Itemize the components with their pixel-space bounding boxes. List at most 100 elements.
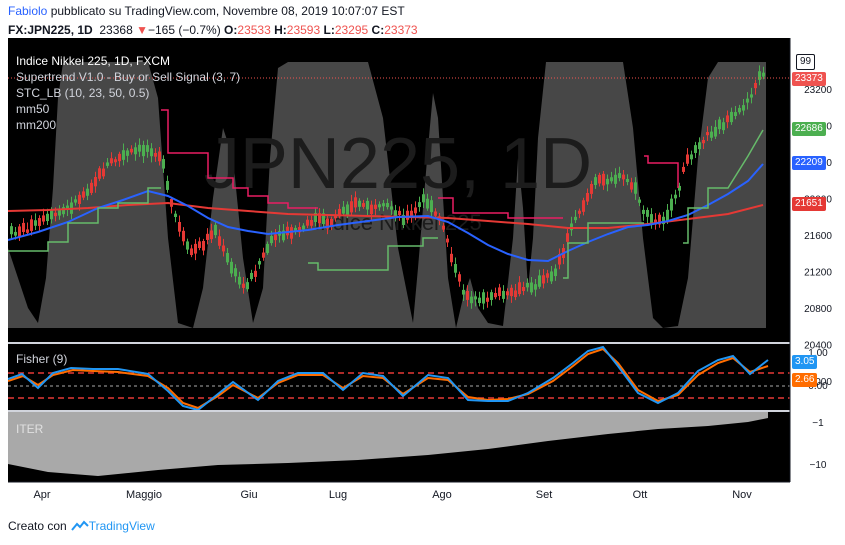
candle-body — [670, 198, 673, 211]
author-link[interactable]: Fabiolo — [8, 4, 48, 18]
candle-body — [382, 203, 385, 207]
candle-body — [210, 230, 213, 240]
candle-body — [38, 218, 41, 226]
symbol-header: FX:JPN225, 1D 23368 ▼−165 (−0.7%) O:2353… — [8, 23, 418, 37]
price-axis[interactable] — [790, 38, 838, 482]
candle-body — [54, 212, 57, 217]
candle-body — [742, 105, 745, 111]
candle-body — [126, 150, 129, 156]
candle-body — [118, 153, 121, 162]
high-value: 23593 — [286, 23, 321, 37]
candle-body — [602, 173, 605, 186]
candle-body — [518, 282, 521, 295]
candle-body — [18, 226, 21, 237]
candle-body — [374, 204, 377, 209]
candle-body — [74, 199, 77, 203]
candle-body — [34, 220, 37, 226]
time-tick-label: Nov — [732, 489, 752, 501]
candle-body — [354, 197, 357, 208]
candle-body — [678, 185, 681, 191]
candle-body — [234, 268, 237, 277]
candle-body — [182, 230, 185, 242]
legend-stc[interactable]: STC_LB (10, 23, 50, 0.5) — [16, 86, 150, 100]
candle-body — [654, 219, 657, 225]
pane-separator[interactable] — [8, 342, 790, 344]
supertrend-up-line — [8, 187, 161, 252]
tradingview-link[interactable]: TradingView — [70, 519, 155, 533]
legend-mm50[interactable]: mm50 — [16, 102, 50, 116]
candle-body — [78, 194, 81, 205]
candle-body — [102, 168, 105, 177]
time-tick-label: Set — [536, 489, 553, 501]
iter-tick-label: −10 — [810, 460, 827, 471]
pane-separator-2[interactable] — [8, 410, 790, 412]
supertrend-down-line-3 — [644, 155, 679, 188]
legend-supertrend[interactable]: Supertrend V1.0 - Buy or Sell Signal (3,… — [16, 70, 241, 84]
low-label: L: — [323, 23, 335, 37]
candle-body — [698, 142, 701, 150]
candle-body — [514, 290, 517, 298]
candle-body — [318, 213, 321, 224]
candle-body — [310, 219, 313, 226]
candle-body — [622, 174, 625, 180]
fisher-value-label: 3.05 — [792, 355, 818, 369]
candle-body — [706, 132, 709, 136]
chart-area[interactable]: JPN225, 1D Indice Nikkei 225 23200228002… — [8, 38, 838, 508]
candle-body — [690, 154, 693, 160]
candle-body — [158, 151, 161, 162]
price-tick-label: 20400 — [804, 341, 832, 352]
candle-body — [330, 219, 333, 227]
candle-body — [174, 213, 177, 217]
supertrend-up-line-3 — [563, 222, 644, 279]
candle-body — [346, 204, 349, 215]
candle-body — [22, 222, 25, 232]
candle-body — [62, 207, 65, 215]
tradingview-brand[interactable]: TradingView — [88, 519, 155, 533]
candle-body — [586, 192, 589, 202]
candle-body — [322, 213, 325, 225]
candle-body — [138, 144, 141, 152]
candle-body — [306, 219, 309, 226]
candle-body — [166, 180, 169, 190]
candle-body — [362, 203, 365, 207]
candle-body — [502, 290, 505, 299]
candle-body — [454, 264, 457, 273]
candle-body — [274, 234, 277, 241]
main-title[interactable]: Indice Nikkei 225, 1D, FXCM — [16, 54, 171, 68]
candle-body — [142, 144, 145, 157]
mm50-line — [8, 163, 764, 263]
candle-body — [282, 230, 285, 241]
candle-body — [186, 241, 189, 250]
footer: Creato con TradingView — [8, 519, 155, 533]
price-tick-label: 21600 — [804, 231, 832, 242]
open-label: O: — [224, 23, 238, 37]
price-tick-label: 23200 — [804, 85, 832, 96]
supertrend-up-line-2 — [308, 237, 438, 271]
candle-body — [458, 274, 461, 282]
candle-body — [410, 210, 413, 216]
candle-body — [150, 148, 153, 157]
candle-body — [498, 287, 501, 297]
stc-area — [8, 62, 766, 328]
supertrend-down-line — [161, 109, 318, 209]
candle-body — [674, 194, 677, 199]
main-legend[interactable]: Indice Nikkei 225, 1D, FXCM Supertrend V… — [16, 54, 240, 132]
candle-body — [614, 174, 617, 184]
candle-body — [122, 150, 125, 160]
time-axis[interactable] — [8, 482, 838, 508]
candle-body — [418, 202, 421, 208]
candle-body — [66, 205, 69, 210]
candle-body — [722, 122, 725, 131]
fisher-pane[interactable] — [8, 344, 790, 410]
last-price-label: 23373 — [792, 72, 826, 86]
candle-body — [370, 204, 373, 215]
candle-body — [442, 225, 445, 230]
close-label: C: — [371, 23, 385, 37]
iter-legend[interactable]: ITER — [16, 422, 44, 436]
candle-body — [258, 261, 261, 265]
candle-body — [542, 275, 545, 284]
legend-mm200[interactable]: mm200 — [16, 118, 57, 132]
candle-body — [506, 291, 509, 296]
candle-body — [650, 214, 653, 225]
fisher-legend[interactable]: Fisher (9) — [16, 352, 68, 366]
